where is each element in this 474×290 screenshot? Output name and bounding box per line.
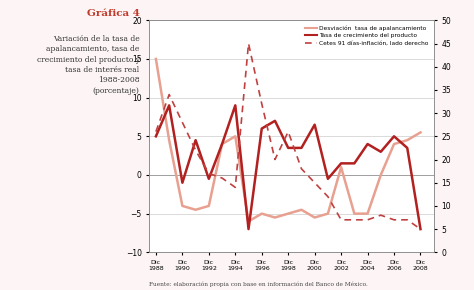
Text: Fuente: elaboración propia con base en información del Banco de México.: Fuente: elaboración propia con base en i…: [149, 282, 368, 287]
Text: Variación de la tasa de
apalancamiento, tasa de
crecimiento del producto y
tasa : Variación de la tasa de apalancamiento, …: [36, 35, 139, 95]
Text: Gráfica 4: Gráfica 4: [87, 9, 139, 18]
Legend: Desviación  tasa de apalancamiento, Tasa de crecimiento del producto, Cetes 91 d: Desviación tasa de apalancamiento, Tasa …: [303, 23, 431, 48]
